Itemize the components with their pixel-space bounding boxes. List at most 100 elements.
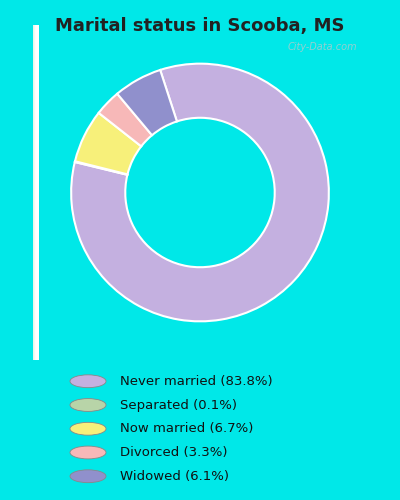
Bar <box>33 25 36 360</box>
Bar <box>35 25 38 360</box>
Bar <box>34 25 38 360</box>
Bar <box>36 25 39 360</box>
Bar <box>36 25 39 360</box>
Bar <box>34 25 37 360</box>
Bar <box>33 25 36 360</box>
Bar <box>35 25 38 360</box>
Bar <box>35 25 38 360</box>
Text: City-Data.com: City-Data.com <box>288 42 358 51</box>
Bar <box>34 25 37 360</box>
Bar <box>35 25 38 360</box>
Bar <box>34 25 37 360</box>
Bar <box>34 25 38 360</box>
Bar <box>33 25 37 360</box>
Bar <box>35 25 39 360</box>
Bar <box>33 25 36 360</box>
Bar <box>34 25 37 360</box>
Bar <box>34 25 38 360</box>
Bar <box>34 25 38 360</box>
Bar <box>34 25 37 360</box>
Text: Divorced (3.3%): Divorced (3.3%) <box>120 446 228 459</box>
Bar <box>33 25 36 360</box>
Bar <box>33 25 36 360</box>
Bar <box>35 25 39 360</box>
Circle shape <box>70 422 106 435</box>
Bar <box>36 25 39 360</box>
Wedge shape <box>99 94 152 146</box>
Bar <box>34 25 37 360</box>
Bar <box>35 25 39 360</box>
Bar <box>34 25 38 360</box>
Bar <box>34 25 38 360</box>
Bar <box>33 25 36 360</box>
Bar <box>34 25 37 360</box>
Bar <box>34 25 38 360</box>
Circle shape <box>70 398 106 411</box>
Bar <box>35 25 38 360</box>
Bar <box>36 25 39 360</box>
Bar <box>33 25 36 360</box>
Bar <box>34 25 37 360</box>
Bar <box>34 25 37 360</box>
Circle shape <box>70 375 106 388</box>
Bar <box>35 25 38 360</box>
Bar <box>33 25 37 360</box>
Bar <box>34 25 38 360</box>
Bar <box>32 25 36 360</box>
Bar <box>34 25 38 360</box>
Bar <box>32 25 36 360</box>
Bar <box>35 25 38 360</box>
Bar <box>33 25 36 360</box>
Bar <box>34 25 37 360</box>
Bar <box>35 25 38 360</box>
Bar <box>34 25 37 360</box>
Bar <box>35 25 38 360</box>
Bar <box>36 25 39 360</box>
Bar <box>34 25 38 360</box>
Bar <box>33 25 37 360</box>
Bar <box>34 25 38 360</box>
Bar <box>33 25 36 360</box>
Bar <box>36 25 39 360</box>
Bar <box>35 25 38 360</box>
Bar <box>36 25 39 360</box>
Text: Now married (6.7%): Now married (6.7%) <box>120 422 253 435</box>
Bar <box>33 25 37 360</box>
Bar <box>35 25 38 360</box>
Bar <box>36 25 39 360</box>
Bar <box>33 25 36 360</box>
Bar <box>36 25 39 360</box>
Bar <box>34 25 37 360</box>
Bar <box>34 25 38 360</box>
Bar <box>34 25 37 360</box>
Bar <box>33 25 36 360</box>
Bar <box>34 25 37 360</box>
Wedge shape <box>71 64 329 322</box>
Bar <box>32 25 36 360</box>
Bar <box>34 25 38 360</box>
Bar <box>33 25 36 360</box>
Bar <box>33 25 36 360</box>
Bar <box>35 25 38 360</box>
Bar <box>33 25 36 360</box>
Bar <box>34 25 38 360</box>
Wedge shape <box>117 70 177 135</box>
Bar <box>36 25 39 360</box>
Wedge shape <box>75 161 128 175</box>
Bar <box>36 25 39 360</box>
Bar <box>33 25 36 360</box>
Text: Never married (83.8%): Never married (83.8%) <box>120 375 273 388</box>
Bar <box>36 25 39 360</box>
Bar <box>34 25 37 360</box>
Bar <box>33 25 36 360</box>
Bar <box>35 25 38 360</box>
Bar <box>35 25 38 360</box>
Bar <box>34 25 38 360</box>
Bar <box>36 25 39 360</box>
Bar <box>33 25 36 360</box>
Bar <box>35 25 38 360</box>
Bar <box>35 25 38 360</box>
Text: Marital status in Scooba, MS: Marital status in Scooba, MS <box>55 18 345 36</box>
Bar <box>34 25 37 360</box>
Bar <box>35 25 38 360</box>
